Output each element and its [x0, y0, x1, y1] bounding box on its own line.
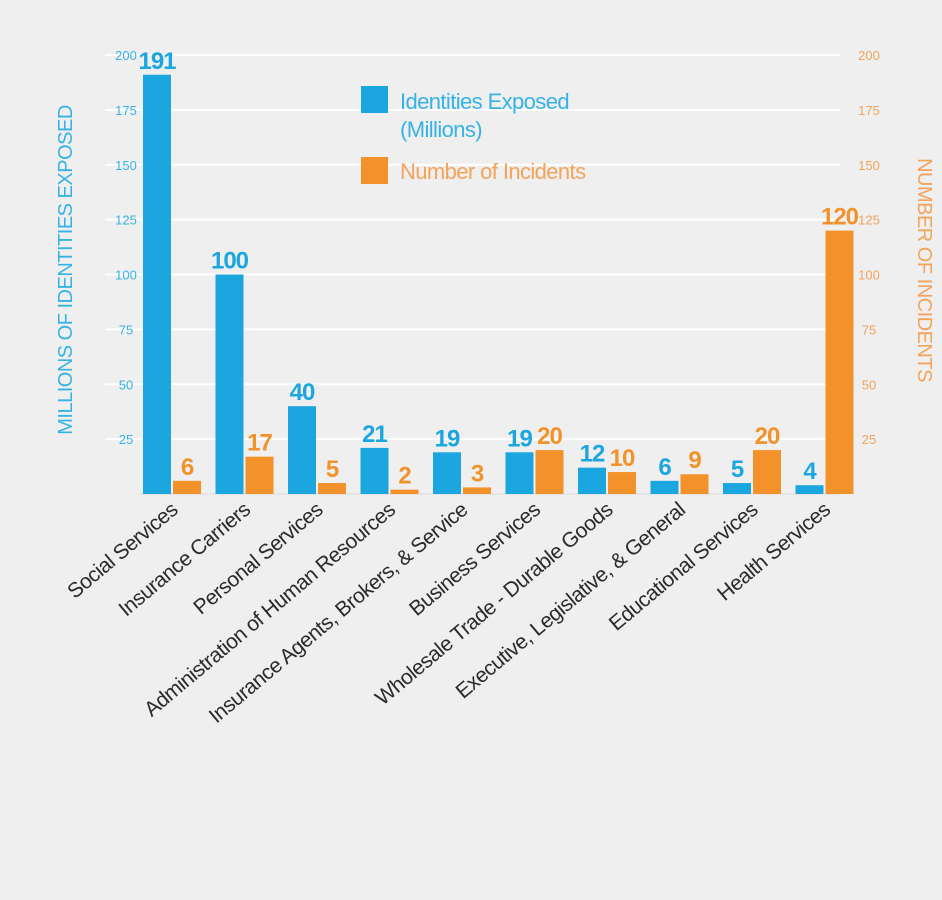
- data-label-incidents: 9: [688, 447, 701, 474]
- bar-identities-executive-legislative-general: [650, 480, 679, 494]
- bar-incidents-administration-of-human-resources: [390, 489, 419, 494]
- bar-incidents-executive-legislative-general: [680, 474, 709, 494]
- y-tick-label-left: 75: [119, 322, 133, 337]
- y-tick-label-right: 25: [862, 432, 876, 447]
- y-tick-label-right: 200: [858, 48, 880, 63]
- data-label-identities: 12: [580, 441, 605, 468]
- bar-incidents-personal-services: [318, 483, 346, 494]
- data-label-identities: 19: [435, 425, 460, 452]
- y-tick-label-left: 50: [119, 377, 133, 392]
- bar-identities-social-services: [143, 74, 171, 494]
- data-label-incidents: 5: [326, 456, 339, 483]
- data-label-identities: 100: [211, 248, 249, 275]
- legend-swatch-incidents: [361, 157, 388, 184]
- x-tick-label: Administration of Human Resources: [140, 498, 400, 721]
- x-tick-label: Business Services: [405, 498, 545, 620]
- bar-identities-health-services: [795, 485, 824, 494]
- data-label-identities: 21: [362, 421, 387, 448]
- y-tick-label-left: 150: [115, 158, 137, 173]
- bar-identities-business-services: [505, 452, 534, 494]
- data-label-identities: 191: [138, 48, 176, 75]
- y-tick-label-right: 75: [862, 322, 876, 337]
- y-tick-label-right: 100: [858, 268, 880, 283]
- bar-identities-administration-of-human-resources: [360, 447, 389, 494]
- bar-incidents-health-services: [825, 230, 854, 494]
- y-tick-label-left: 25: [119, 432, 133, 447]
- bar-incidents-social-services: [173, 480, 201, 494]
- y-axis-label-left: MILLIONS OF IDENTITIES EXPOSED: [55, 105, 77, 435]
- bar-incidents-insurance-carriers: [245, 456, 274, 494]
- data-label-incidents: 10: [610, 445, 635, 472]
- bars: [143, 74, 854, 494]
- bar-identities-personal-services: [288, 406, 316, 494]
- y-tick-label-right: 175: [858, 103, 880, 118]
- legend: Identities Exposed (Millions) Number of …: [361, 86, 587, 184]
- data-label-identities: 19: [507, 425, 532, 452]
- bar-incidents-wholesale-trade-durable-goods: [608, 472, 636, 494]
- bar-identities-educational-services: [723, 483, 751, 494]
- data-label-incidents: 20: [755, 423, 780, 450]
- bar-incidents-insurance-agents-brokers-service: [463, 487, 491, 494]
- data-label-identities: 5: [731, 456, 744, 483]
- x-tick-label: Insurance Carriers: [115, 498, 255, 621]
- bar-identities-insurance-agents-brokers-service: [433, 452, 461, 494]
- data-label-identities: 6: [658, 454, 671, 481]
- legend-label-incidents: Number of Incidents: [400, 159, 586, 184]
- bar-incidents-business-services: [535, 450, 564, 494]
- y-axis-label-right: NUMBER OF INCIDENTS: [913, 158, 935, 382]
- bar-incidents-educational-services: [753, 450, 781, 494]
- y-tick-label-right: 50: [862, 377, 876, 392]
- x-tick-label: Personal Services: [189, 498, 327, 619]
- bar-identities-wholesale-trade-durable-goods: [578, 467, 606, 494]
- data-label-incidents: 120: [821, 204, 859, 231]
- data-label-incidents: 2: [398, 463, 411, 490]
- y-tick-label-right: 150: [858, 158, 880, 173]
- data-label-identities: 40: [290, 379, 315, 406]
- y-tick-label-left: 100: [115, 268, 137, 283]
- legend-swatch-identities: [361, 86, 388, 113]
- y-tick-label-left: 175: [115, 103, 137, 118]
- data-label-identities: 4: [803, 458, 817, 485]
- y-tick-label-left: 200: [115, 48, 137, 63]
- legend-label-identities-line1: Identities Exposed: [400, 89, 569, 114]
- data-label-incidents: 3: [471, 460, 484, 487]
- data-label-incidents: 17: [247, 430, 272, 457]
- bar-identities-insurance-carriers: [215, 274, 244, 494]
- y-axis-ticks: 25 25 50 50 75 75 100 100 125 125 150 150 175 175 200 2…: [115, 48, 880, 447]
- y-tick-label-left: 125: [115, 213, 137, 228]
- data-label-incidents: 20: [537, 423, 562, 450]
- data-label-incidents: 6: [181, 454, 194, 481]
- legend-label-identities-line2: (Millions): [400, 117, 482, 142]
- x-tick-label: Insurance Agents, Brokers, & Service: [205, 498, 472, 728]
- y-tick-label-right: 125: [858, 213, 880, 228]
